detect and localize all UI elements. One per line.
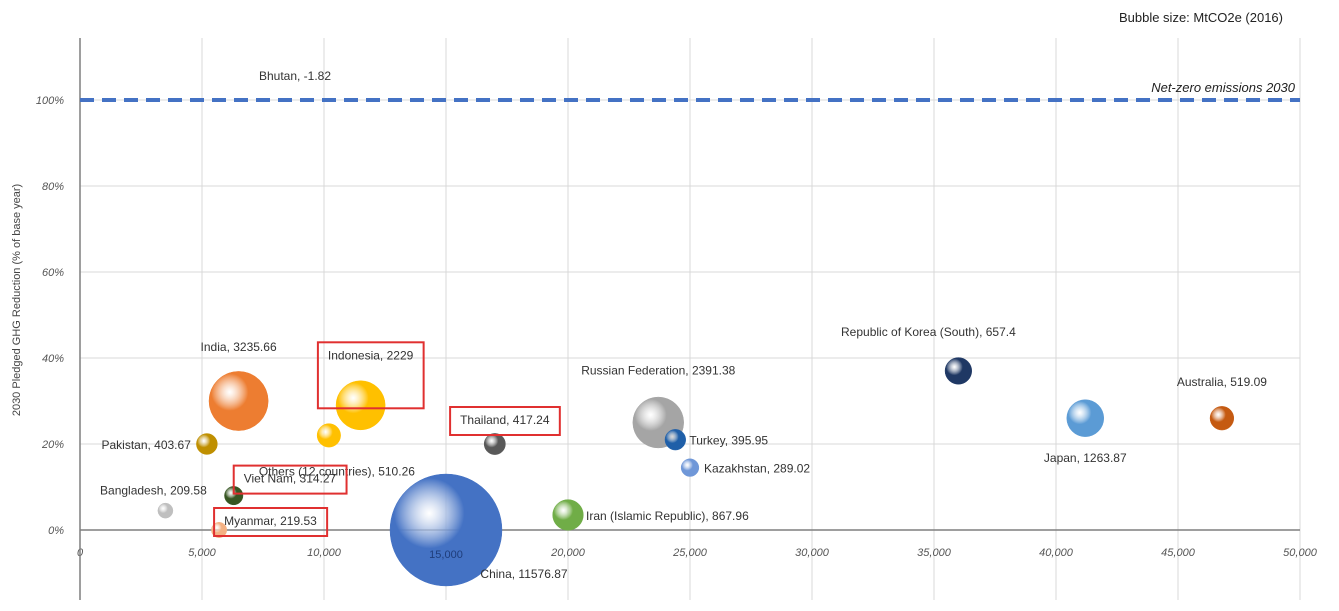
y-tick-label: 0% xyxy=(48,525,64,537)
data-label-australia: Australia, 519.09 xyxy=(1177,375,1267,389)
highlight-box-thailand xyxy=(449,406,561,436)
data-label-myanmar: Myanmar, 219.53 xyxy=(224,514,317,528)
bubble-thailand xyxy=(483,433,506,455)
bubble-indonesia xyxy=(335,380,386,431)
data-label-others: Others (12 countries), 510.26 xyxy=(259,464,415,478)
x-tick-label: 25,000 xyxy=(672,547,708,559)
data-label-bangladesh: Bangladesh, 209.58 xyxy=(100,484,207,498)
data-label-republic-of-korea-south: Republic of Korea (South), 657.4 xyxy=(841,325,1016,339)
data-label-thailand: Thailand, 417.24 xyxy=(460,413,550,427)
x-tick-label: 20,000 xyxy=(550,547,586,559)
data-label-russian-federation: Russian Federation, 2391.38 xyxy=(581,364,735,378)
bubble-australia xyxy=(1209,406,1235,431)
y-tick-label: 60% xyxy=(42,267,64,279)
data-label-japan: Japan, 1263.87 xyxy=(1044,451,1127,465)
bubble-turkey xyxy=(664,429,686,451)
bubbles xyxy=(157,357,1235,587)
x-tick-label: 35,000 xyxy=(917,547,952,559)
y-tick-label: 80% xyxy=(42,181,64,193)
bubble-india xyxy=(208,371,269,431)
highlight-box-indonesia xyxy=(316,341,425,410)
bubble-pakistan xyxy=(196,433,218,455)
data-label-viet-nam: Viet Nam, 314.27 xyxy=(244,472,337,486)
axes: 05,00010,00015,00020,00025,00030,00035,0… xyxy=(36,38,1318,600)
china-bubble-center-label: 15,000 xyxy=(429,549,463,561)
y-axis-label: 2030 Pledged GHG Reduction (% of base ye… xyxy=(11,184,23,416)
data-label-china: China, 11576.87 xyxy=(480,567,568,581)
bubble-iran-islamic-republic xyxy=(552,499,584,531)
data-label-bhutan: Bhutan, -1.82 xyxy=(259,69,331,83)
bubble-japan xyxy=(1066,399,1105,437)
bubble-labels: Bhutan, -1.82 India, 3235.66 Indonesia, 22… xyxy=(100,69,1267,581)
bubble-others xyxy=(316,423,341,448)
net-zero-label: Net-zero emissions 2030 xyxy=(1151,80,1296,95)
x-tick-label: 45,000 xyxy=(1161,547,1196,559)
y-tick-label: 100% xyxy=(36,95,64,107)
bubble-myanmar xyxy=(211,522,228,538)
data-label-iran-islamic-republic: Iran (Islamic Republic), 867.96 xyxy=(586,509,749,523)
data-label-turkey: Turkey, 395.95 xyxy=(689,434,768,448)
data-label-pakistan: Pakistan, 403.67 xyxy=(101,438,191,452)
x-tick-label: 50,000 xyxy=(1283,547,1318,559)
x-tick-label: 30,000 xyxy=(795,547,830,559)
y-tick-label: 40% xyxy=(42,353,64,365)
data-label-indonesia: Indonesia, 2229 xyxy=(328,348,414,362)
data-label-kazakhstan: Kazakhstan, 289.02 xyxy=(704,462,810,476)
net-zero-reference: Net-zero emissions 2030 xyxy=(80,80,1300,102)
bubble-republic-of-korea-south xyxy=(944,357,972,385)
gridlines xyxy=(80,38,1301,600)
data-label-india: India, 3235.66 xyxy=(201,340,277,354)
x-tick-label: 5,000 xyxy=(188,547,216,559)
highlight-box-viet-nam xyxy=(232,464,348,495)
bubble-bangladesh xyxy=(157,502,174,519)
bubble-china xyxy=(389,473,503,587)
bubble-size-note: Bubble size: MtCO2e (2016) xyxy=(1119,10,1283,25)
bubble-kazakhstan xyxy=(680,458,700,477)
y-tick-label: 20% xyxy=(41,439,64,451)
highlight-box-myanmar xyxy=(213,507,329,537)
x-tick-label: 40,000 xyxy=(1039,547,1074,559)
x-tick-label: 10,000 xyxy=(307,547,342,559)
